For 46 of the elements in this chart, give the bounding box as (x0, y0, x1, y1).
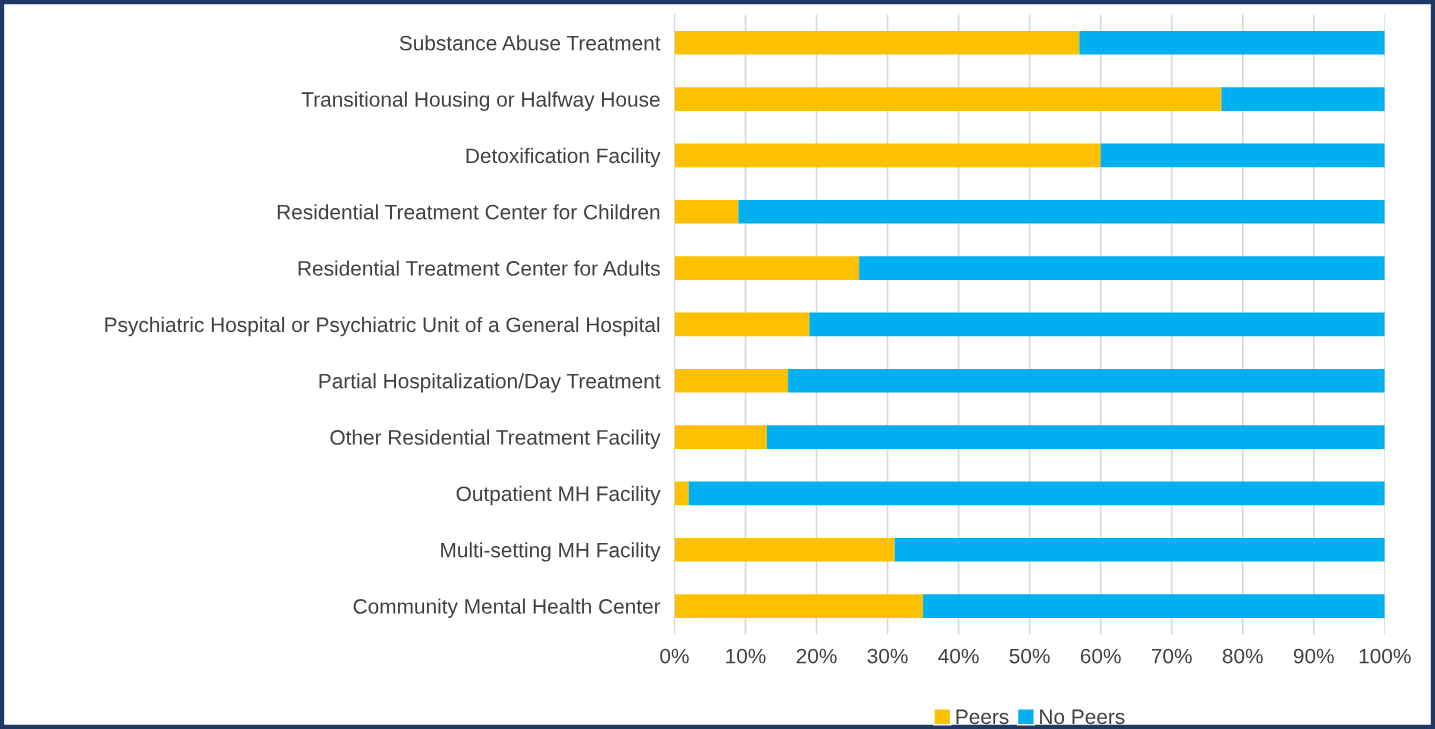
y-tick-label: Residential Treatment Center for Children (277, 204, 660, 220)
y-tick-label: Partial Hospitalization/Day Treatment (319, 373, 661, 393)
bar (674, 312, 810, 337)
bar (688, 481, 1385, 506)
bar (674, 199, 739, 224)
y-tick-label: Community Mental Health Center (353, 598, 661, 618)
bar (923, 594, 1385, 618)
bar (674, 425, 767, 449)
y-tick-label: Other Residential Treatment Facility (330, 429, 661, 449)
legend-label: No Peers (1040, 709, 1125, 725)
bar (788, 368, 1385, 393)
bar (766, 425, 1385, 449)
x-tick-label: 80% (1222, 648, 1263, 664)
bar (809, 312, 1385, 337)
bar (674, 256, 860, 280)
y-tick-label: Transitional Housing or Halfway House (301, 91, 660, 111)
x-tick-label: 50% (1009, 648, 1050, 664)
bar (859, 256, 1385, 280)
bar (674, 87, 1222, 111)
bar (674, 537, 895, 562)
x-tick-label: 100% (1359, 648, 1411, 664)
y-tick-label: Multi-setting MH Facility (441, 542, 661, 562)
x-tick-label: 60% (1080, 648, 1121, 664)
x-tick-label: 30% (867, 648, 908, 664)
x-tick-label: 20% (796, 648, 837, 664)
y-tick-label: Detoxification Facility (466, 147, 661, 168)
bar (674, 30, 1080, 55)
bar (674, 481, 689, 506)
bar (674, 368, 789, 393)
legend-label: Peers (956, 709, 1009, 725)
bar (1100, 143, 1385, 168)
x-tick-label: 10% (726, 648, 766, 664)
bar (1221, 87, 1385, 111)
x-tick-label: 90% (1293, 648, 1334, 664)
y-tick-label: Substance Abuse Treatment (399, 35, 661, 51)
bar (738, 199, 1385, 224)
bar (894, 537, 1385, 562)
x-tick-label: 70% (1151, 648, 1192, 664)
bar (674, 594, 924, 618)
x-tick-label: 40% (938, 648, 979, 664)
y-tick-label: Residential Treatment Center for Adults (298, 260, 660, 276)
x-tick-label: 0% (660, 648, 689, 664)
y-tick-label: Outpatient MH Facility (456, 485, 661, 506)
bar (1079, 30, 1385, 55)
y-tick-label: Psychiatric Hospital or Psychiatric Unit of a General Hospital (105, 316, 660, 337)
bar (674, 143, 1101, 168)
